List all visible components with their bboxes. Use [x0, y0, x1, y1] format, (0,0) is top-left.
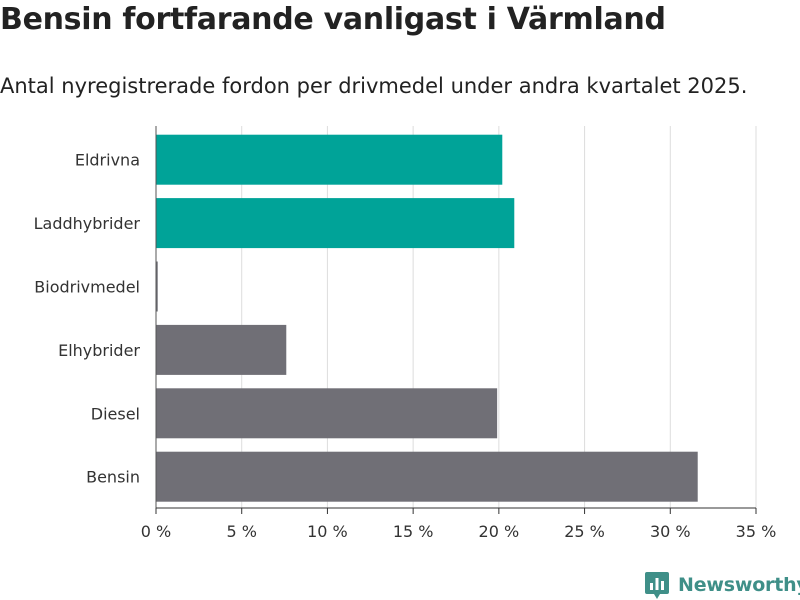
newsworthy-logo-icon — [645, 572, 669, 599]
chart-title: Bensin fortfarande vanligast i Värmland — [0, 2, 666, 37]
category-labels: Eldrivna Laddhybrider Biodrivmedel Elhybrid… — [34, 151, 141, 487]
x-axis — [155, 126, 757, 514]
bars — [156, 134, 698, 502]
category-label: Biodrivmedel — [34, 278, 140, 297]
x-tick-label: 5 % — [226, 522, 256, 541]
newsworthy-logo: Newsworthy — [644, 570, 800, 600]
category-label: Diesel — [91, 404, 140, 423]
category-label: Eldrivna — [75, 151, 140, 170]
bar — [156, 261, 158, 312]
newsworthy-logo-text: Newsworthy — [678, 574, 800, 596]
x-tick-label: 0 % — [141, 522, 171, 541]
x-tick-label: 10 % — [307, 522, 348, 541]
x-tick-label: 25 % — [564, 522, 605, 541]
bar — [156, 198, 515, 249]
gridlines — [241, 126, 757, 508]
bar — [156, 388, 498, 439]
chart-subtitle: Antal nyregistrerade fordon per drivmede… — [0, 74, 748, 98]
category-label: Laddhybrider — [34, 214, 141, 233]
x-tick-label: 15 % — [393, 522, 434, 541]
x-tick-label: 35 % — [736, 522, 777, 541]
category-label: Bensin — [86, 468, 140, 487]
x-tick-label: 20 % — [479, 522, 520, 541]
x-tick-label: 30 % — [650, 522, 691, 541]
bar — [156, 324, 287, 375]
bar — [156, 451, 698, 502]
category-label: Elhybrider — [58, 341, 140, 360]
bar — [156, 134, 503, 185]
bar-chart: Eldrivna Laddhybrider Biodrivmedel Elhybrid… — [34, 126, 777, 541]
x-tick-labels: 0 % 5 % 10 % 15 % 20 % 25 % 30 % 35 % — [141, 522, 777, 541]
